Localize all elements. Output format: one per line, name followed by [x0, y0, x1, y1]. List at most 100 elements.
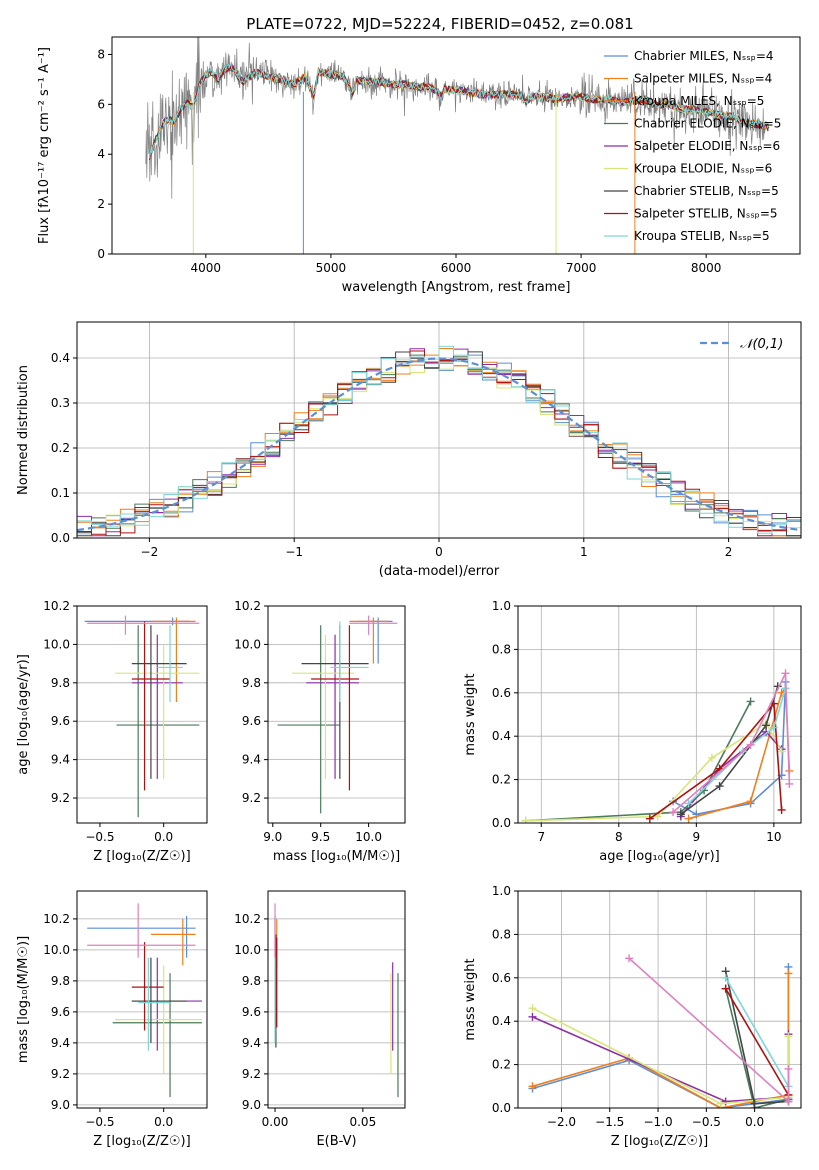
- y-tick-label: 9.0: [51, 1098, 70, 1112]
- y-tick-label: 0.8: [492, 642, 511, 656]
- y-tick-label: 9.2: [51, 1067, 70, 1081]
- y-axis-label: Flux [fλ10⁻¹⁷ erg cm⁻² s⁻¹ A⁻¹]: [37, 47, 52, 244]
- series-marker-6: [721, 984, 730, 993]
- x-axis-label: mass [log₁₀(M/M☉)]: [273, 849, 400, 864]
- axes-frame: [76, 890, 208, 1109]
- series-marker-3: [528, 1012, 537, 1021]
- x-tick-label: 1: [580, 545, 588, 559]
- y-tick-label: 9.4: [51, 753, 70, 767]
- y-tick-label: 1.0: [492, 884, 511, 898]
- legend-label: Chabrier MILES, Nₛₛₚ=4: [634, 49, 774, 63]
- series-marker-2: [746, 697, 755, 706]
- x-tick-label: 5000: [316, 261, 347, 275]
- x-tick-label: 10.0: [355, 830, 382, 844]
- x-tick-label: 10: [766, 830, 781, 844]
- y-axis-label: mass weight: [463, 958, 478, 1040]
- x-tick-label: 0.05: [349, 1115, 376, 1129]
- series-marker-1: [684, 814, 693, 823]
- series-line-8: [672, 672, 791, 813]
- series-line-6: [649, 701, 783, 820]
- y-tick-label: 9.6: [51, 1005, 70, 1019]
- x-tick-label: −2: [141, 545, 159, 559]
- y-tick-label: 0.0: [492, 1101, 511, 1115]
- panel-mass-vs-Z: −0.5 0.0 9.0 9.2 9.4 9.6 9.8 10.0 10.2 Z [log₁₀(Z…: [16, 890, 208, 1149]
- y-tick-label: 0.2: [492, 773, 511, 787]
- normal-curve: [77, 357, 801, 532]
- y-axis-label: Normed distribution: [16, 365, 31, 495]
- x-tick-label: 7: [537, 830, 545, 844]
- y-tick-label: 9.4: [242, 1036, 261, 1050]
- y-tick-label: 10.0: [234, 637, 261, 651]
- series-marker-7: [684, 799, 693, 808]
- panel-mass-vs-ebv: 0.00 0.05 9.0 9.2 9.4 9.6 9.8 10.0 10.2 E(B-V): [234, 890, 406, 1149]
- legend: Chabrier MILES, Nₛₛₚ=4 Salpeter MILES, Nₛ…: [604, 49, 781, 243]
- series-marker-1: [746, 797, 755, 806]
- series-marker-4: [707, 753, 716, 762]
- y-tick-label: 0.0: [51, 531, 70, 545]
- panel-age-vs-Z: −0.5 0.0 9.2 9.4 9.6 9.8 10.0 10.2 Z [log₁₀(Z/Z☉…: [16, 599, 208, 864]
- series-line-6: [725, 988, 790, 1096]
- series-line-2: [724, 988, 789, 1108]
- x-axis-label: (data-model)/error: [379, 564, 500, 579]
- plot-area: [84, 615, 200, 818]
- series-marker-7: [721, 973, 730, 982]
- legend-label: Salpeter MILES, Nₛₛₚ=4: [634, 72, 772, 86]
- legend: 𝒩(0,1): [700, 337, 783, 352]
- series-marker-8: [784, 1064, 793, 1073]
- x-tick-label: −1: [285, 545, 303, 559]
- x-tick-label: 8: [615, 830, 623, 844]
- y-tick-label: 9.6: [242, 1005, 261, 1019]
- y-tick-label: 9.0: [242, 1098, 261, 1112]
- y-tick-label: 0: [97, 247, 105, 261]
- y-tick-label: 0.0: [492, 816, 511, 830]
- x-tick-label: −0.5: [85, 830, 114, 844]
- model-fit-8: [149, 63, 770, 159]
- y-tick-label: 0.3: [51, 396, 70, 410]
- y-tick-label: 10.2: [234, 599, 261, 613]
- panel-age-vs-mass: 9.0 9.5 10.0 9.2 9.4 9.6 9.8 10.0 10.2 mass [log₁…: [234, 599, 406, 864]
- x-tick-label: 7000: [566, 261, 597, 275]
- x-tick-label: −0.5: [85, 1115, 114, 1129]
- legend-label: Chabrier ELODIE, Nₛₛₚ=5: [634, 117, 781, 131]
- panel-spectrum: 4000 5000 6000 7000 8000 0 2 4 6 8 wavelength [Ang…: [37, 36, 801, 295]
- legend-label: 𝒩(0,1): [740, 337, 783, 352]
- axes-frame: [267, 605, 406, 824]
- series-marker-8: [784, 1097, 793, 1106]
- legend-label: Chabrier STELIB, Nₛₛₚ=5: [634, 184, 779, 198]
- plot-area: [77, 345, 801, 537]
- x-tick-label: −0.5: [692, 1115, 721, 1129]
- x-tick-label: −1.5: [595, 1115, 624, 1129]
- panel-massweight-vs-Z: −2.0 −1.5 −1.0 −0.5 0.0 0.0 0.2 0.4 0.6 0.8 1.0 Z […: [463, 884, 802, 1149]
- y-tick-label: 4: [97, 147, 105, 161]
- y-tick-label: 9.4: [242, 753, 261, 767]
- x-axis-label: Z [log₁₀(Z/Z☉)]: [611, 1134, 708, 1149]
- x-tick-label: 9.5: [311, 830, 330, 844]
- y-tick-label: 9.8: [242, 974, 261, 988]
- y-tick-label: 0.4: [51, 351, 70, 365]
- y-tick-label: 10.2: [43, 599, 70, 613]
- y-tick-label: 9.2: [242, 791, 261, 805]
- series-marker-5: [762, 721, 771, 730]
- x-tick-label: 0: [435, 545, 443, 559]
- y-tick-label: 10.0: [43, 943, 70, 957]
- series-marker-4: [777, 747, 786, 756]
- series-line-4: [525, 722, 783, 822]
- y-tick-label: 9.6: [242, 714, 261, 728]
- series-marker-5: [676, 810, 685, 819]
- series-marker-1: [784, 969, 793, 978]
- y-tick-label: 9.8: [51, 676, 70, 690]
- x-tick-label: 4000: [191, 261, 222, 275]
- axes-frame: [267, 890, 406, 1109]
- y-tick-label: 0.8: [492, 927, 511, 941]
- axes-frame: [517, 605, 802, 824]
- legend-label: Kroupa MILES, Nₛₛₚ=5: [634, 94, 764, 108]
- y-tick-label: 9.2: [242, 1067, 261, 1081]
- plot-area: [277, 615, 398, 814]
- series-marker-1: [528, 1082, 537, 1091]
- series-line-5: [680, 686, 779, 815]
- plot-area: [528, 954, 793, 1108]
- panel-residuals: −2 −1 0 1 2 0.0 0.1 0.2 0.3 0.4 (data-model)/error…: [16, 321, 802, 579]
- x-tick-label: 0.00: [262, 1115, 289, 1129]
- y-tick-label: 10.0: [234, 943, 261, 957]
